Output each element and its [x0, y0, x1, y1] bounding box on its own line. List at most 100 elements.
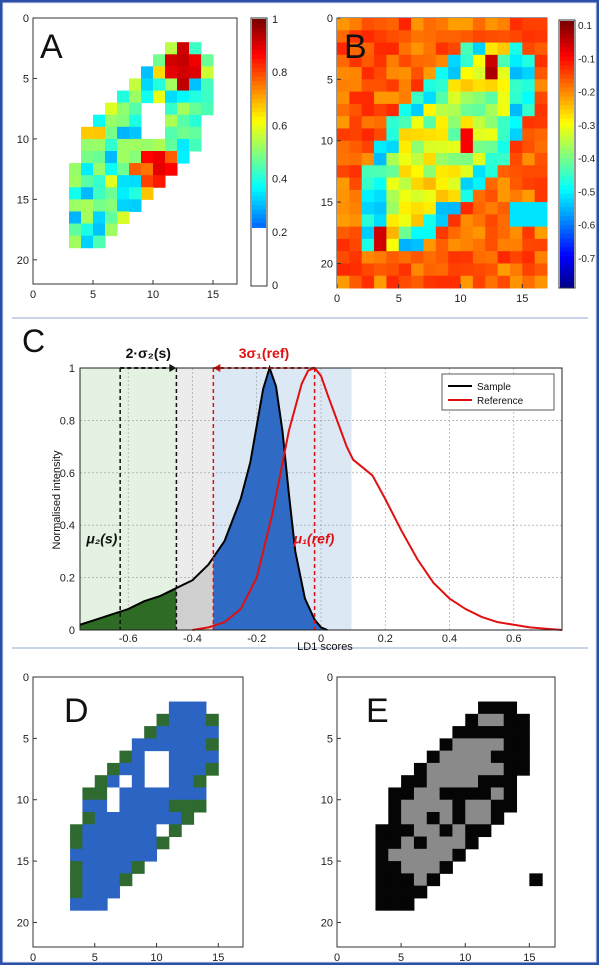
heatmap-cell	[337, 238, 350, 252]
heatmap-cell	[439, 750, 453, 764]
heatmap-cell	[413, 824, 428, 838]
heatmap-cell	[485, 30, 499, 44]
heatmap-cell	[94, 897, 108, 911]
heatmap-cell	[398, 91, 412, 105]
heatmap-cell	[94, 824, 108, 838]
x-tick-label: 10	[459, 952, 471, 964]
heatmap-cell	[497, 202, 511, 215]
heatmap-cell	[69, 199, 82, 212]
colorbar-band	[560, 278, 574, 284]
heatmap-cell	[107, 799, 120, 813]
heatmap-cell	[485, 140, 499, 154]
heatmap-cell	[189, 138, 202, 152]
x-tick-label: 15	[207, 289, 219, 301]
heatmap-cell	[448, 165, 462, 179]
sigma1-label: 3σ₁(ref)	[239, 345, 289, 361]
heatmap-cell	[337, 263, 350, 277]
heatmap-cell	[509, 30, 523, 44]
heatmap-cell	[497, 42, 511, 56]
heatmap-cell	[361, 202, 375, 215]
heatmap-cell	[386, 263, 400, 277]
heatmap-cell	[361, 251, 375, 264]
heatmap-cell	[472, 30, 486, 44]
y-tick-label: 0	[69, 625, 75, 637]
y-tick-label: 20	[321, 258, 333, 270]
heatmap-cell	[503, 726, 518, 739]
panel-b-letter: B	[344, 28, 367, 66]
heatmap-cell	[168, 726, 182, 739]
heatmap-cell	[177, 102, 190, 116]
heatmap-cell	[337, 91, 350, 105]
colorbar-band	[252, 129, 266, 135]
heatmap-cell	[516, 726, 530, 739]
heatmap-cell	[94, 812, 108, 825]
panel-d-heatmap	[70, 701, 219, 911]
heatmap-cell	[119, 799, 133, 813]
heatmap-cell	[386, 251, 400, 264]
colorbar-band	[560, 202, 574, 208]
heatmap-cell	[509, 189, 523, 203]
heatmap-cell	[448, 103, 462, 117]
heatmap-cell	[465, 787, 479, 801]
heatmap-cell	[374, 165, 387, 179]
heatmap-cell	[361, 42, 375, 56]
heatmap-cell	[141, 187, 154, 200]
panel-a-ticks: 0 5 10 15 0 5 10 15 20	[17, 13, 219, 301]
y-tick-label: 10	[17, 134, 29, 146]
heatmap-cell	[153, 66, 166, 79]
heatmap-cell	[189, 54, 202, 67]
heatmap-cell	[452, 848, 466, 862]
heatmap-cell	[388, 885, 402, 899]
heatmap-cell	[105, 102, 118, 116]
heatmap-cell	[460, 67, 474, 80]
colorbar-band	[560, 198, 574, 204]
heatmap-cell	[522, 263, 536, 277]
y-tick-label: 0.6	[60, 468, 75, 480]
heatmap-cell	[105, 211, 118, 225]
heatmap-cell	[426, 775, 441, 788]
heatmap-cell	[413, 848, 428, 862]
heatmap-cell	[478, 701, 492, 715]
colorbar-tick-label: 1	[272, 14, 278, 26]
heatmap-cell	[401, 848, 415, 862]
heatmap-cell	[93, 199, 106, 212]
heatmap-cell	[465, 762, 479, 776]
heatmap-cell	[503, 799, 518, 813]
heatmap-cell	[119, 812, 133, 825]
heatmap-cell	[361, 54, 375, 68]
heatmap-cell	[534, 251, 548, 264]
heatmap-cell	[153, 90, 166, 104]
heatmap-cell	[490, 726, 505, 739]
heatmap-cell	[423, 275, 437, 289]
heatmap-cell	[411, 251, 424, 264]
heatmap-cell	[105, 126, 118, 140]
heatmap-cell	[131, 812, 145, 825]
y-tick-label: 5	[327, 733, 333, 745]
heatmap-cell	[189, 102, 202, 116]
heatmap-cell	[398, 116, 412, 129]
heatmap-cell	[485, 226, 499, 240]
colorbar-band	[560, 154, 574, 160]
heatmap-cell	[141, 163, 154, 176]
heatmap-cell	[349, 275, 363, 289]
heatmap-cell	[119, 775, 133, 788]
heatmap-cell	[534, 226, 548, 240]
heatmap-cell	[411, 103, 424, 117]
colorbar-band	[560, 282, 574, 288]
heatmap-cell	[193, 762, 207, 776]
heatmap-cell	[105, 151, 118, 164]
panel-c: C -0.6 -0.4 -0.2 0 0.2 0.4 0.6 0 0.2 0.4 0.6 0.8 1 2·…	[22, 323, 563, 653]
heatmap-cell	[413, 812, 428, 825]
heatmap-cell	[107, 861, 120, 874]
heatmap-cell	[82, 861, 96, 874]
heatmap-cell	[337, 251, 350, 264]
heatmap-cell	[485, 18, 499, 31]
heatmap-cell	[189, 126, 202, 140]
heatmap-cell	[472, 67, 486, 80]
heatmap-cell	[490, 812, 505, 825]
heatmap-cell	[337, 202, 350, 215]
colorbar-band	[252, 143, 266, 149]
heatmap-cell	[497, 214, 511, 228]
heatmap-cell	[465, 713, 479, 727]
